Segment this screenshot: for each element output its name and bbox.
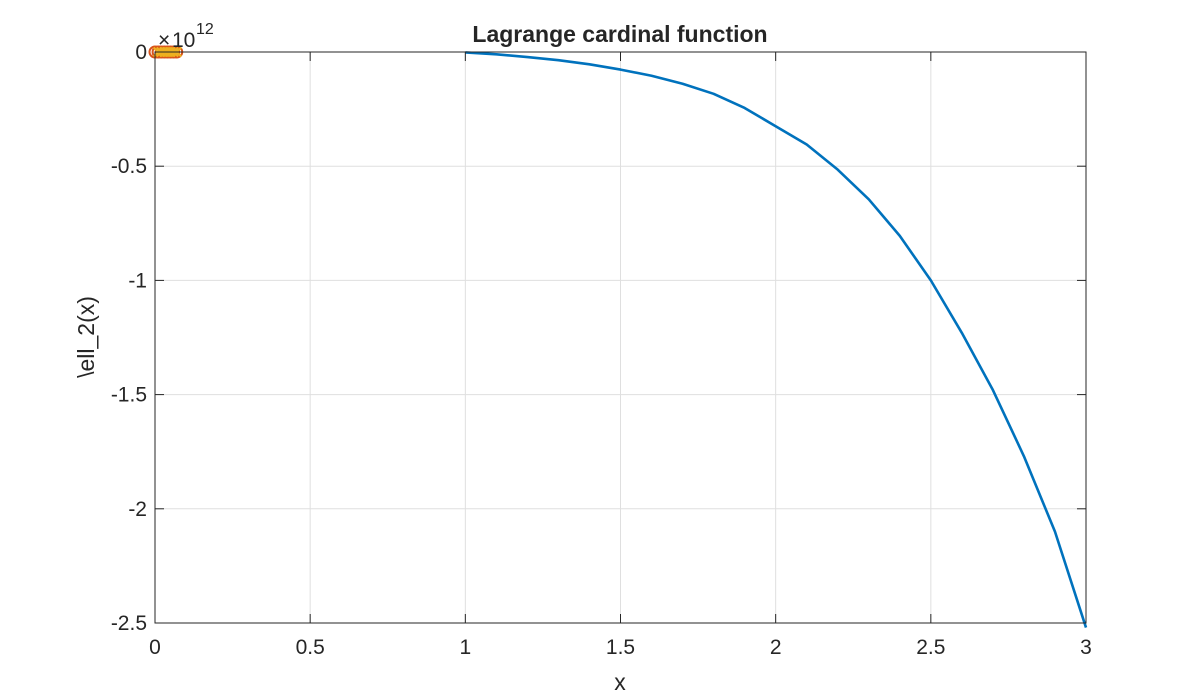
chart-title: Lagrange cardinal function (472, 21, 767, 47)
ticks (154, 51, 1087, 624)
x-tick-label: 2 (770, 636, 782, 659)
y-tick-label: -0.5 (111, 155, 147, 178)
y-exponent-base: 10 (172, 29, 195, 52)
curve-line (465, 51, 1088, 628)
y-axis-label: \ell_2(x) (73, 296, 99, 378)
x-axis-label: x (614, 669, 626, 695)
y-tick-label: -1.5 (111, 384, 147, 407)
y-exponent-power: 12 (196, 21, 214, 38)
x-tick-label: 1.5 (606, 636, 635, 659)
x-tick-label: 0 (149, 636, 161, 659)
y-tick-label: -2.5 (111, 612, 147, 635)
x-tick-label: 2.5 (916, 636, 945, 659)
y-tick-label: 0 (135, 41, 147, 64)
y-exponent-times: × (158, 29, 170, 52)
y-tick-label: -2 (128, 498, 147, 521)
y-exponent-label: × 10 12 (158, 21, 214, 52)
x-tick-label: 0.5 (296, 636, 325, 659)
tick-labels: 0 0.5 1 1.5 2 2.5 3 0 -0.5 -1 -1.5 -2 -2.5 (111, 41, 1092, 659)
x-tick-label: 1 (459, 636, 471, 659)
y-tick-label: -1 (128, 269, 147, 292)
x-tick-label: 3 (1080, 636, 1092, 659)
